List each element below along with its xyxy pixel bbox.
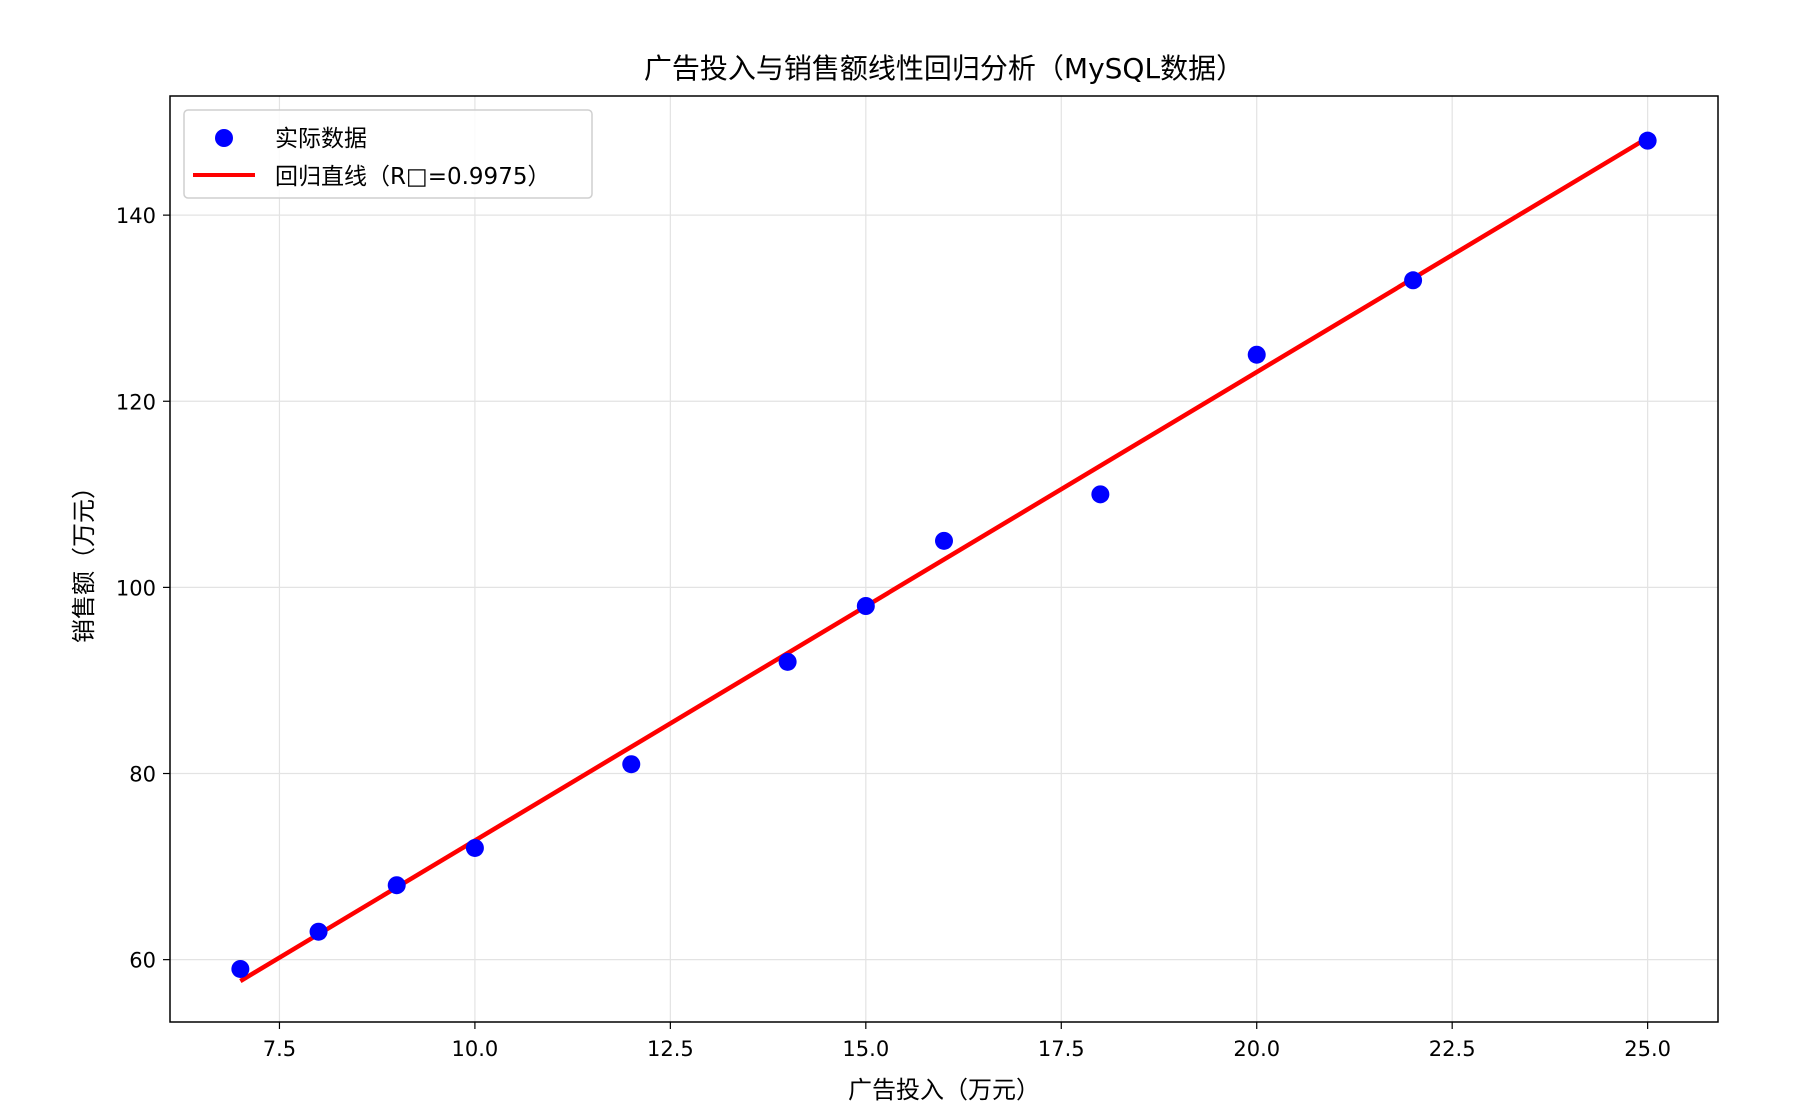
y-axis-label: 销售额（万元） (70, 475, 98, 643)
x-tick-label: 22.5 (1429, 1037, 1476, 1061)
y-tick-label: 80 (129, 763, 156, 787)
legend-label-scatter: 实际数据 (275, 126, 367, 152)
legend-frame (183, 109, 593, 199)
y-tick-label: 100 (116, 576, 156, 600)
scatter-point (231, 959, 250, 978)
y-tick-label: 60 (129, 949, 156, 973)
scatter-point (1247, 345, 1266, 364)
legend: 实际数据 回归直线（R□=0.9975） (183, 109, 593, 199)
scatter-point (1091, 485, 1110, 504)
x-tick-label: 15.0 (842, 1037, 889, 1061)
axis-ticks: 7.5 10.0 12.5 15.0 17.5 20.0 22.5 25.0 60 80 100 12… (116, 204, 1671, 1061)
x-tick-label: 17.5 (1038, 1037, 1085, 1061)
scatter-point (778, 652, 797, 671)
legend-label-line: 回归直线（R□=0.9975） (275, 164, 550, 190)
scatter-point (935, 531, 953, 550)
scatter-point (1404, 271, 1423, 290)
x-tick-label: 7.5 (263, 1037, 296, 1061)
legend-scatter-marker (215, 129, 233, 147)
y-tick-label: 140 (116, 204, 156, 228)
scatter-point-layer (231, 131, 1657, 978)
scatter-point (387, 876, 406, 895)
scatter-point (622, 755, 641, 774)
x-tick-label: 12.5 (647, 1037, 694, 1061)
scatter-point (309, 922, 328, 941)
x-tick-label: 25.0 (1624, 1037, 1671, 1061)
chart-title: 广告投入与销售额线性回归分析（MySQL数据） (644, 52, 1244, 85)
x-tick-label: 20.0 (1233, 1037, 1280, 1061)
scatter-point (1638, 131, 1657, 150)
grid (170, 96, 1718, 1022)
y-tick-label: 120 (116, 390, 156, 414)
plot-frame (169, 95, 1719, 1023)
scatter-point (856, 596, 875, 615)
x-axis-label: 广告投入（万元） (848, 1076, 1040, 1104)
x-tick-label: 10.0 (452, 1037, 499, 1061)
scatter-point (465, 838, 484, 857)
